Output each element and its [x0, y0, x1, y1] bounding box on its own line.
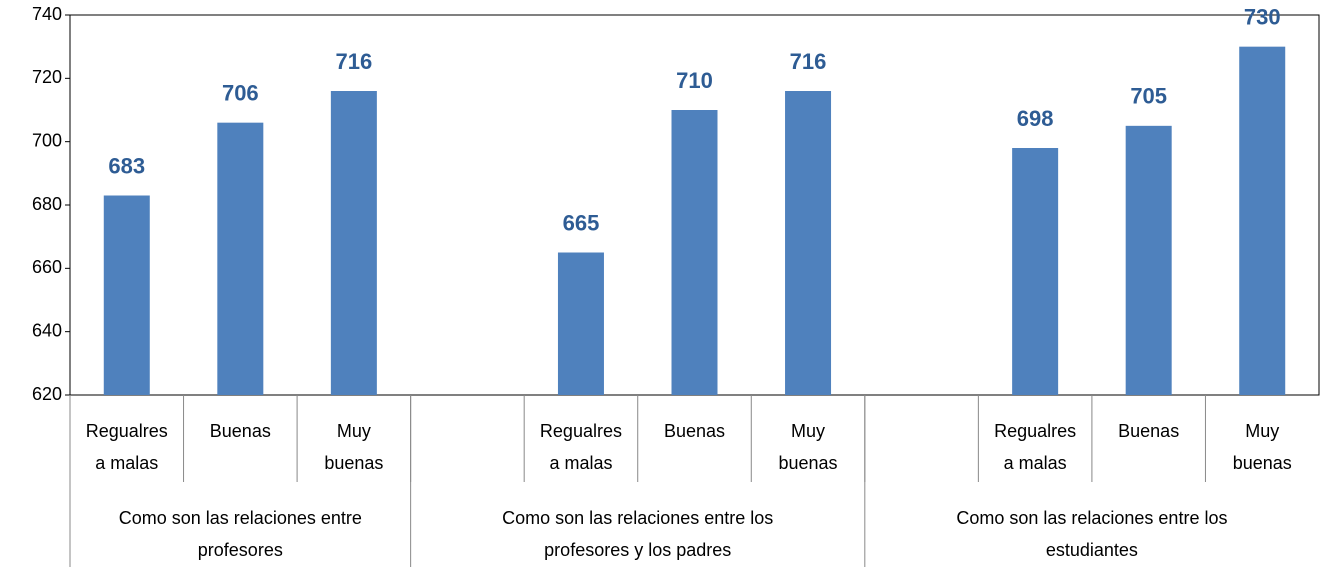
category-label: Muy buenas [1232, 421, 1292, 473]
data-label: 698 [1017, 106, 1054, 131]
y-tick-label: 740 [32, 4, 62, 24]
bar [330, 91, 377, 395]
y-tick-label: 620 [32, 384, 62, 404]
bar [217, 122, 264, 396]
y-tick-label: 680 [32, 194, 62, 214]
bar [1012, 148, 1059, 395]
data-label: 710 [676, 68, 713, 93]
category-label: Buenas [1118, 421, 1180, 441]
category-label: Regualres a malas [85, 421, 168, 473]
bar [557, 252, 604, 395]
bar [785, 91, 832, 395]
bar [1125, 125, 1172, 395]
category-label: Muy buenas [324, 421, 384, 473]
category-label: Buenas [209, 421, 271, 441]
data-label: 706 [222, 80, 259, 105]
category-label: Buenas [663, 421, 726, 441]
data-label: 705 [1130, 84, 1167, 109]
data-label: 665 [563, 210, 600, 235]
y-tick-label: 640 [32, 320, 62, 340]
data-label: 716 [790, 49, 827, 74]
group-label: Como son las relaciones entre profesores [118, 508, 362, 560]
data-label: 716 [336, 49, 373, 74]
bar [103, 195, 150, 395]
y-tick-label: 660 [32, 257, 62, 277]
category-label: Muy buenas [778, 421, 838, 473]
y-tick-label: 700 [32, 130, 62, 150]
category-label: Regualres a malas [994, 421, 1077, 473]
data-label: 683 [108, 153, 145, 178]
bar [671, 110, 718, 395]
group-label: Como son las relaciones entre los estudi… [956, 508, 1228, 560]
bar [1239, 46, 1286, 396]
y-tick-label: 720 [32, 67, 62, 87]
data-label: 730 [1244, 4, 1281, 29]
group-label: Como son las relaciones entre los profes… [502, 508, 774, 560]
category-label: Regualres a malas [539, 421, 622, 473]
